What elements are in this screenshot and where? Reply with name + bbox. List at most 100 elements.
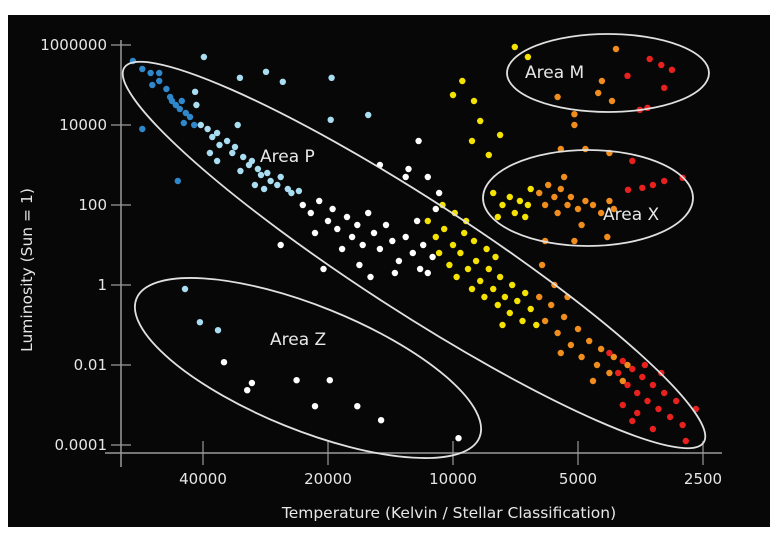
star-point-orange	[578, 221, 585, 229]
star-point-blue	[182, 109, 189, 117]
star-point-yellow	[441, 225, 448, 233]
star-point-orange	[593, 361, 601, 369]
star-point-white	[415, 137, 422, 145]
star-point-white	[248, 379, 256, 387]
star-point-yellow	[499, 201, 506, 209]
star-point-red	[661, 389, 668, 397]
star-point-yellow	[472, 257, 480, 265]
star-point-yellow	[522, 213, 529, 221]
star-point-orange	[606, 369, 613, 377]
star-point-yellow	[516, 197, 524, 205]
x-tick-label: 20000	[304, 470, 352, 488]
star-point-yellow	[464, 265, 472, 273]
star-point-white	[429, 253, 436, 261]
star-point-yellow	[490, 189, 497, 197]
star-point-yellow	[506, 193, 513, 201]
star-point-red	[629, 417, 636, 425]
star-point-yellow	[468, 137, 476, 145]
star-point-blue	[156, 77, 163, 85]
star-point-light-blue	[327, 116, 334, 124]
x-tick-label: 2500	[684, 470, 722, 488]
star-point-orange	[586, 337, 593, 345]
star-point-yellow	[527, 185, 534, 193]
star-point-white	[320, 265, 327, 273]
area-m-label: Area M	[525, 63, 584, 83]
star-point-red	[641, 361, 649, 369]
star-point-red	[639, 373, 646, 381]
star-point-light-blue	[240, 153, 247, 161]
star-point-orange	[557, 185, 564, 193]
star-point-orange	[554, 93, 561, 101]
star-point-red	[673, 397, 680, 405]
star-point-white	[389, 237, 396, 245]
star-point-red	[649, 181, 657, 189]
star-point-light-blue	[214, 327, 222, 334]
star-point-white	[324, 217, 332, 225]
star-point-yellow	[468, 285, 476, 293]
star-point-white	[435, 189, 443, 197]
star-point-blue	[191, 121, 198, 129]
area-z-ellipse	[134, 277, 482, 459]
star-point-yellow	[514, 297, 521, 305]
star-point-white	[334, 225, 341, 233]
star-point-orange	[574, 325, 582, 333]
star-point-red	[658, 61, 665, 69]
star-point-yellow	[470, 237, 478, 245]
star-point-orange	[578, 353, 585, 361]
star-point-light-blue	[365, 111, 372, 119]
star-point-yellow	[527, 305, 534, 313]
star-point-light-blue	[231, 143, 239, 151]
star-point-orange	[541, 201, 549, 209]
star-point-orange	[551, 193, 558, 201]
star-point-yellow	[501, 293, 509, 301]
star-point-red	[649, 425, 657, 433]
star-point-white	[359, 241, 366, 249]
star-point-orange	[571, 111, 578, 118]
star-point-red	[661, 177, 668, 185]
star-point-light-blue	[191, 88, 199, 96]
star-point-orange	[545, 181, 552, 189]
star-point-orange	[536, 189, 543, 197]
star-point-orange	[610, 205, 617, 213]
star-point-white	[348, 233, 356, 241]
star-point-white	[293, 377, 300, 384]
star-point-white	[420, 241, 427, 249]
star-point-light-blue	[251, 181, 259, 189]
star-point-orange	[597, 345, 605, 353]
star-point-red	[606, 349, 613, 357]
star-point-light-blue	[213, 129, 221, 137]
star-point-white	[376, 245, 384, 253]
star-point-red	[649, 381, 657, 389]
star-point-light-blue	[260, 185, 268, 193]
star-point-white	[424, 269, 431, 277]
star-point-yellow	[524, 53, 532, 61]
star-point-orange	[589, 201, 597, 209]
star-point-white	[307, 209, 314, 217]
star-point-light-blue	[257, 171, 265, 179]
x-tick-label: 10000	[429, 470, 477, 488]
star-point-light-blue	[262, 68, 270, 76]
star-point-light-blue	[216, 141, 223, 149]
star-point-white	[382, 221, 390, 229]
star-point-orange	[595, 89, 602, 97]
star-point-light-blue	[274, 181, 281, 189]
star-point-red	[646, 55, 653, 63]
star-point-yellow	[470, 97, 478, 105]
star-point-white	[402, 233, 409, 241]
star-point-light-blue	[236, 74, 244, 82]
star-point-orange	[597, 209, 605, 217]
star-point-yellow	[511, 209, 518, 217]
star-point-red	[668, 66, 676, 74]
star-point-white	[391, 269, 399, 277]
star-point-red	[629, 157, 636, 165]
star-point-light-blue	[229, 149, 236, 157]
star-point-orange	[571, 237, 578, 245]
star-point-white	[370, 229, 378, 237]
star-point-yellow	[533, 321, 540, 329]
star-point-orange	[567, 341, 575, 349]
star-point-light-blue	[234, 121, 241, 129]
star-point-light-blue	[206, 149, 214, 157]
star-point-white	[377, 417, 385, 424]
star-point-light-blue	[248, 157, 256, 165]
chart-background	[8, 15, 770, 527]
